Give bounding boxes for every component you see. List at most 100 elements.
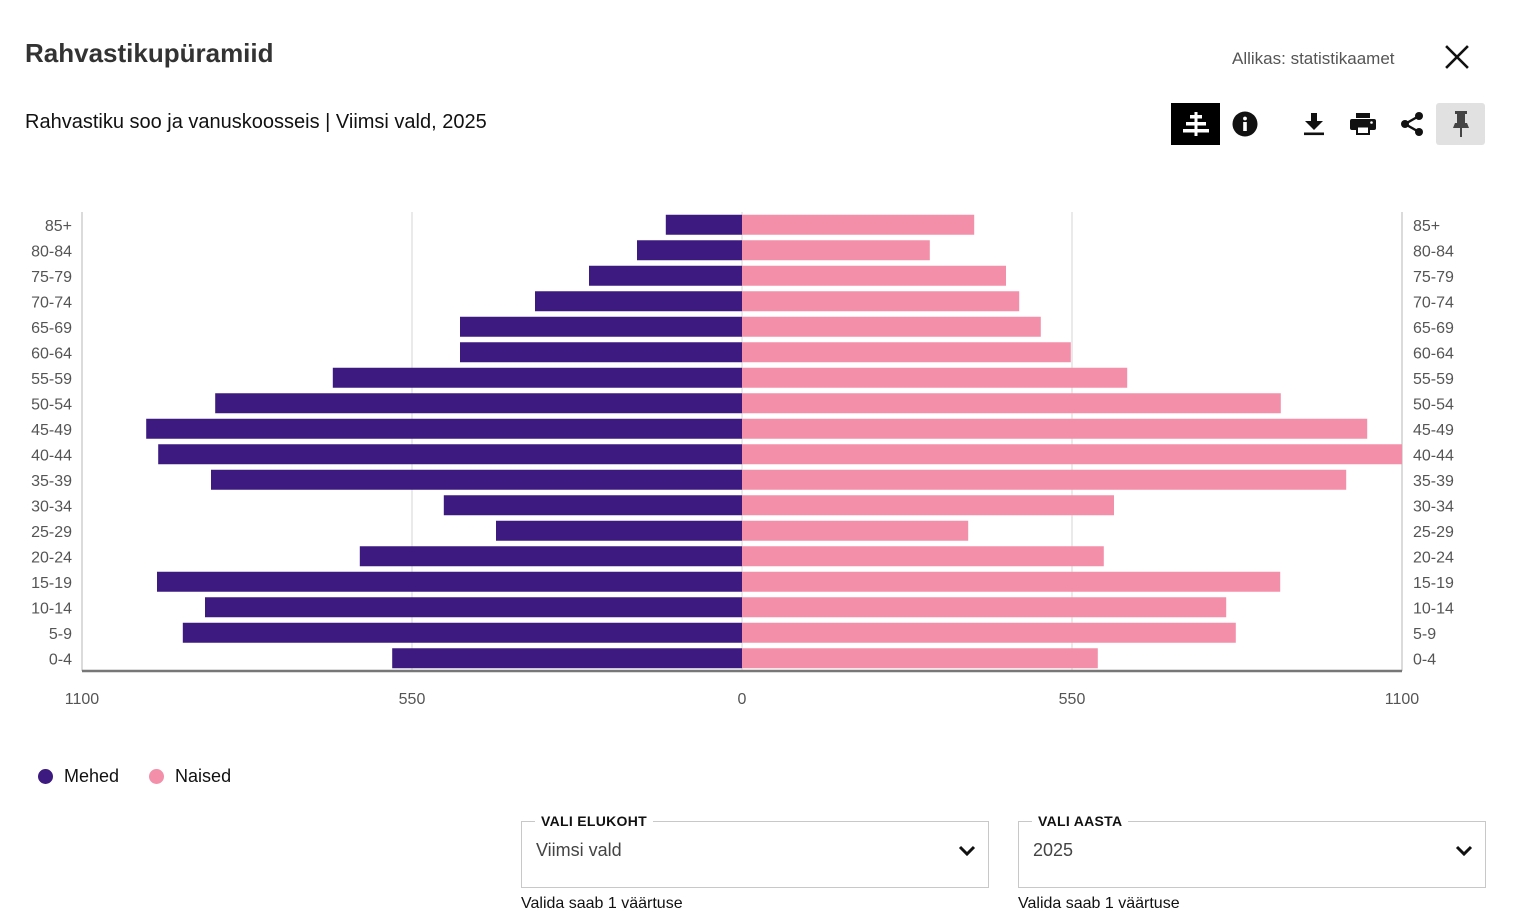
legend-dot-icon	[149, 769, 165, 784]
bar-naised-60-64	[742, 342, 1071, 363]
bar-mehed-55-59	[332, 367, 742, 388]
share-button[interactable]	[1387, 103, 1436, 145]
place-select-label: VALI ELUKOHT	[535, 813, 654, 829]
bar-naised-55-59	[742, 367, 1128, 388]
y-tick-label-right: 70-74	[1413, 294, 1454, 311]
pin-button[interactable]	[1436, 103, 1485, 145]
y-tick-label-right: 75-79	[1413, 269, 1454, 286]
x-tick-label: 550	[1059, 691, 1086, 708]
y-tick-label-left: 0-4	[49, 651, 72, 668]
place-select-value: Viimsi vald	[536, 840, 622, 860]
page-title: Rahvastikupüramiid	[25, 38, 274, 68]
place-select[interactable]: VALI ELUKOHT Viimsi vald	[521, 813, 989, 888]
chart-subtitle: Rahvastiku soo ja vanuskoosseis | Viimsi…	[25, 111, 487, 133]
bar-naised-5-9	[742, 622, 1236, 643]
y-tick-label-right: 80-84	[1413, 243, 1454, 260]
pin-icon	[1452, 111, 1469, 137]
y-tick-label-left: 45-49	[31, 422, 72, 439]
y-tick-label-right: 65-69	[1413, 320, 1454, 337]
source-label: Allikas: statistikaamet	[1232, 49, 1395, 68]
y-tick-label-left: 60-64	[31, 345, 72, 362]
y-tick-label-right: 45-49	[1413, 422, 1454, 439]
bar-naised-85+	[742, 214, 975, 235]
y-tick-label-right: 0-4	[1413, 651, 1436, 668]
x-tick-label: 1100	[65, 691, 100, 708]
close-button[interactable]	[1440, 40, 1474, 74]
close-icon	[1445, 45, 1469, 69]
bar-mehed-30-34	[443, 495, 742, 516]
year-select-label: VALI AASTA	[1032, 813, 1129, 829]
y-tick-label-right: 20-24	[1413, 549, 1454, 566]
y-tick-label-left: 80-84	[31, 243, 72, 260]
y-tick-label-left: 5-9	[49, 626, 72, 643]
bar-mehed-10-14	[205, 597, 742, 618]
bar-naised-30-34	[742, 495, 1114, 516]
bar-mehed-85+	[665, 214, 742, 235]
x-tick-label: 550	[399, 691, 426, 708]
y-tick-label-left: 85+	[45, 218, 72, 235]
print-button[interactable]	[1338, 103, 1387, 145]
y-tick-label-right: 40-44	[1413, 447, 1454, 464]
bar-naised-25-29	[742, 520, 969, 541]
chart-legend: Mehed Naised	[38, 766, 231, 787]
y-tick-label-left: 65-69	[31, 320, 72, 337]
bar-naised-20-24	[742, 546, 1104, 567]
bar-mehed-15-19	[157, 571, 742, 592]
bar-naised-50-54	[742, 393, 1281, 414]
y-tick-label-left: 10-14	[31, 600, 72, 617]
y-tick-label-right: 25-29	[1413, 524, 1454, 541]
y-tick-label-left: 30-34	[31, 498, 72, 515]
y-tick-label-left: 55-59	[31, 371, 72, 388]
bar-naised-70-74	[742, 291, 1020, 312]
legend-label: Mehed	[64, 766, 120, 786]
download-button[interactable]	[1289, 103, 1338, 145]
y-tick-label-right: 35-39	[1413, 473, 1454, 490]
y-tick-label-right: 55-59	[1413, 371, 1454, 388]
bar-naised-75-79	[742, 265, 1006, 286]
y-tick-label-left: 35-39	[31, 473, 72, 490]
place-filter: VALI ELUKOHT Viimsi vald Valida saab 1 v…	[521, 813, 989, 913]
y-tick-label-right: 5-9	[1413, 626, 1436, 643]
year-filter: VALI AASTA 2025 Valida saab 1 väärtuse	[1018, 813, 1486, 913]
y-tick-label-right: 10-14	[1413, 600, 1454, 617]
download-icon	[1303, 113, 1324, 136]
y-tick-label-right: 60-64	[1413, 345, 1454, 362]
bar-naised-65-69	[742, 316, 1041, 337]
bar-naised-45-49	[742, 418, 1368, 439]
legend-item-naised[interactable]: Naised	[149, 766, 231, 787]
legend-label: Naised	[175, 766, 232, 786]
x-tick-label: 1100	[1385, 691, 1420, 708]
bar-mehed-45-49	[146, 418, 742, 439]
bar-mehed-50-54	[215, 393, 742, 414]
y-tick-label-left: 25-29	[31, 524, 72, 541]
bar-naised-80-84	[742, 240, 930, 261]
info-button[interactable]	[1220, 103, 1269, 145]
year-select-value: 2025	[1033, 840, 1074, 860]
share-icon	[1400, 112, 1423, 136]
year-select[interactable]: VALI AASTA 2025	[1018, 813, 1486, 888]
pyramid-view-button[interactable]	[1171, 103, 1220, 145]
bar-mehed-75-79	[589, 265, 742, 286]
y-tick-label-left: 70-74	[31, 294, 72, 311]
bar-mehed-70-74	[535, 291, 742, 312]
bar-naised-0-4	[742, 648, 1098, 669]
bar-naised-35-39	[742, 469, 1347, 490]
chevron-down-icon	[1455, 845, 1473, 857]
y-tick-label-right: 50-54	[1413, 396, 1454, 413]
bar-mehed-60-64	[460, 342, 742, 363]
place-select-hint: Valida saab 1 väärtuse	[521, 895, 683, 912]
y-tick-label-left: 20-24	[31, 549, 72, 566]
legend-item-mehed[interactable]: Mehed	[38, 766, 119, 787]
y-tick-label-left: 75-79	[31, 269, 72, 286]
bar-mehed-20-24	[359, 546, 742, 567]
info-icon	[1232, 111, 1257, 137]
y-tick-label-left: 40-44	[31, 447, 72, 464]
bar-naised-40-44	[742, 444, 1402, 465]
bar-mehed-25-29	[496, 520, 742, 541]
print-icon	[1349, 113, 1376, 135]
bar-mehed-0-4	[392, 648, 742, 669]
bar-naised-15-19	[742, 571, 1281, 592]
bar-mehed-5-9	[182, 622, 743, 643]
bar-mehed-40-44	[158, 444, 742, 465]
bar-mehed-35-39	[211, 469, 742, 490]
